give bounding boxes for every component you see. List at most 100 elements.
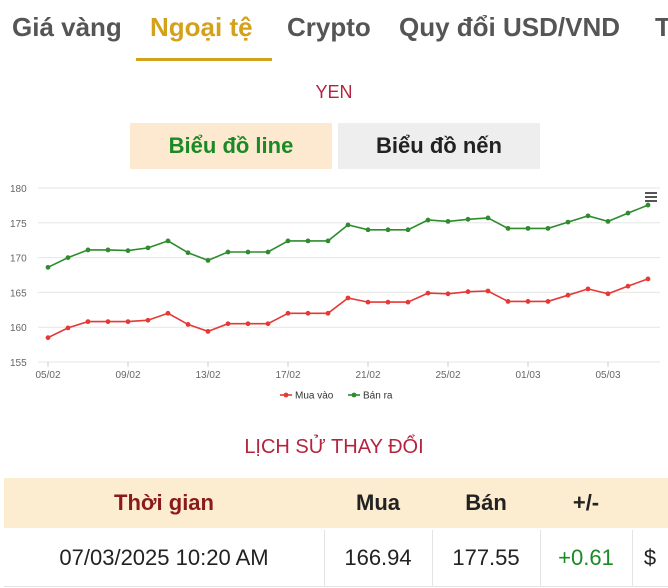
- data-point: [105, 319, 111, 325]
- data-point: [185, 250, 191, 256]
- data-point: [585, 286, 591, 292]
- data-point: [305, 310, 311, 316]
- header-sell: Bán: [465, 490, 507, 515]
- x-tick-label: 21/02: [355, 370, 380, 381]
- data-point: [505, 299, 511, 304]
- row-buy: 166.94: [344, 545, 412, 570]
- menu-icon-bar: [645, 196, 657, 198]
- data-point: [105, 247, 111, 253]
- row-sell: 177.55: [452, 545, 520, 570]
- tab-usd-vnd[interactable]: Quy đổi USD/VND: [399, 12, 621, 42]
- column-divider: [540, 530, 541, 586]
- x-tick-label: 05/02: [35, 370, 60, 381]
- tab-gold[interactable]: Giá vàng: [12, 12, 122, 42]
- table-header: Thời gian Mua Bán +/-: [4, 478, 668, 528]
- x-tick-label: 09/02: [115, 370, 140, 381]
- column-divider: [324, 530, 325, 586]
- menu-icon[interactable]: [645, 192, 657, 202]
- y-tick-label: 155: [10, 358, 27, 369]
- data-point: [465, 216, 471, 222]
- menu-icon-bar: [645, 200, 657, 202]
- data-point: [565, 292, 571, 298]
- legend-marker: [351, 392, 357, 398]
- data-point: [545, 299, 551, 304]
- data-point: [85, 247, 91, 253]
- legend-label: Bán ra: [363, 391, 393, 402]
- data-point: [485, 215, 491, 221]
- candle-chart-button[interactable]: Biểu đồ nến: [338, 123, 540, 169]
- active-tab-indicator: [136, 58, 272, 61]
- data-point: [265, 321, 271, 327]
- data-point: [305, 238, 311, 244]
- series-line: [47, 278, 649, 339]
- data-point: [145, 317, 151, 323]
- price-chart: 155 160 165 170 175 180 05/02 09/02 13/02 17/02 21…: [10, 184, 660, 402]
- data-point: [405, 299, 411, 305]
- data-point: [385, 227, 391, 233]
- data-point: [385, 299, 391, 305]
- data-point: [465, 289, 471, 295]
- data-point: [565, 219, 571, 225]
- data-point: [145, 245, 151, 251]
- header-change: +/-: [572, 490, 600, 515]
- tab-bar: Giá vàng Ngoại tệ Crypto Quy đổi USD/VND…: [0, 0, 668, 62]
- data-point: [245, 321, 251, 327]
- data-point: [245, 249, 251, 255]
- menu-icon-bar: [645, 192, 657, 194]
- header-buy: Mua: [356, 490, 400, 515]
- column-divider: [632, 530, 633, 586]
- data-point: [485, 288, 491, 294]
- data-point: [185, 322, 191, 327]
- data-point: [125, 248, 131, 254]
- data-point: [405, 227, 411, 233]
- data-point: [605, 219, 611, 224]
- data-point: [65, 325, 71, 331]
- line-chart-button[interactable]: Biểu đồ line: [130, 123, 332, 169]
- data-point: [545, 225, 551, 231]
- y-tick-label: 180: [10, 184, 27, 195]
- tab-foreign-currency[interactable]: Ngoại tệ: [150, 12, 253, 42]
- data-point: [205, 328, 211, 334]
- data-point: [645, 276, 651, 282]
- x-tick-label: 05/03: [595, 370, 620, 381]
- data-point: [345, 222, 351, 228]
- data-point: [205, 257, 211, 263]
- data-point: [325, 310, 331, 316]
- tab-more[interactable]: T: [655, 12, 668, 42]
- data-point: [325, 238, 331, 244]
- y-tick-label: 165: [10, 288, 27, 299]
- x-tick-label: 13/02: [195, 370, 220, 381]
- row-time: 07/03/2025 10:20 AM: [59, 545, 269, 570]
- legend-label: Mua vào: [295, 391, 334, 402]
- legend-marker: [283, 392, 289, 398]
- column-divider: [432, 530, 433, 586]
- data-point: [425, 217, 431, 223]
- data-point: [165, 310, 171, 316]
- currency-title: YEN: [315, 82, 353, 102]
- data-point: [525, 225, 531, 231]
- data-point: [365, 227, 371, 233]
- data-point: [585, 213, 591, 219]
- data-point: [45, 264, 51, 270]
- data-point: [525, 299, 531, 304]
- tab-crypto[interactable]: Crypto: [287, 12, 371, 42]
- data-point: [165, 238, 171, 244]
- data-point: [505, 225, 511, 231]
- data-point: [605, 291, 611, 297]
- x-tick-label: 17/02: [275, 370, 300, 381]
- x-tick-label: 25/02: [435, 370, 460, 381]
- y-tick-label: 175: [10, 219, 27, 230]
- data-point: [345, 295, 351, 301]
- header-time: Thời gian: [114, 490, 214, 515]
- y-tick-label: 170: [10, 254, 27, 265]
- data-point: [65, 255, 71, 260]
- table-row: 07/03/2025 10:20 AM 166.94 177.55 +0.61 …: [4, 530, 668, 587]
- row-change: +0.61: [558, 545, 614, 570]
- data-point: [645, 202, 651, 208]
- data-point: [425, 290, 431, 296]
- data-point: [445, 291, 451, 297]
- data-point: [225, 249, 231, 255]
- history-title: LỊCH SỬ THAY ĐỔI: [244, 436, 424, 458]
- x-tick-label: 01/03: [515, 370, 540, 381]
- data-point: [445, 219, 451, 224]
